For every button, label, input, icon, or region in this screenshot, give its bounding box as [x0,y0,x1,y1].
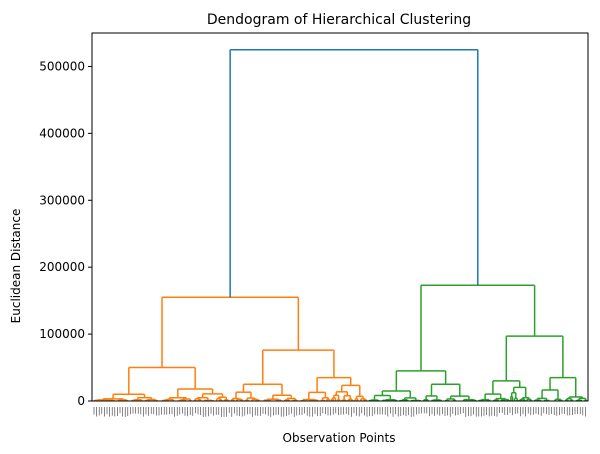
y-axis-label: Euclidean Distance [9,209,23,324]
plot-frame [91,32,589,402]
chart-title: Dendogram of Hierarchical Clustering [207,12,471,28]
y-tick-label-4: 400000 [39,126,85,140]
y-tick-label-5: 500000 [39,59,85,73]
y-axis: 0 100000 200000 300000 400000 500000 [39,59,92,408]
plot-area [91,32,589,402]
y-tick-label-1: 100000 [39,327,85,341]
x-axis-label: Observation Points [283,431,396,445]
y-tick-label-0: 0 [77,394,85,408]
leaf-labels [93,407,586,417]
y-tick-label-2: 200000 [39,260,85,274]
y-tick-label-3: 300000 [39,193,85,207]
